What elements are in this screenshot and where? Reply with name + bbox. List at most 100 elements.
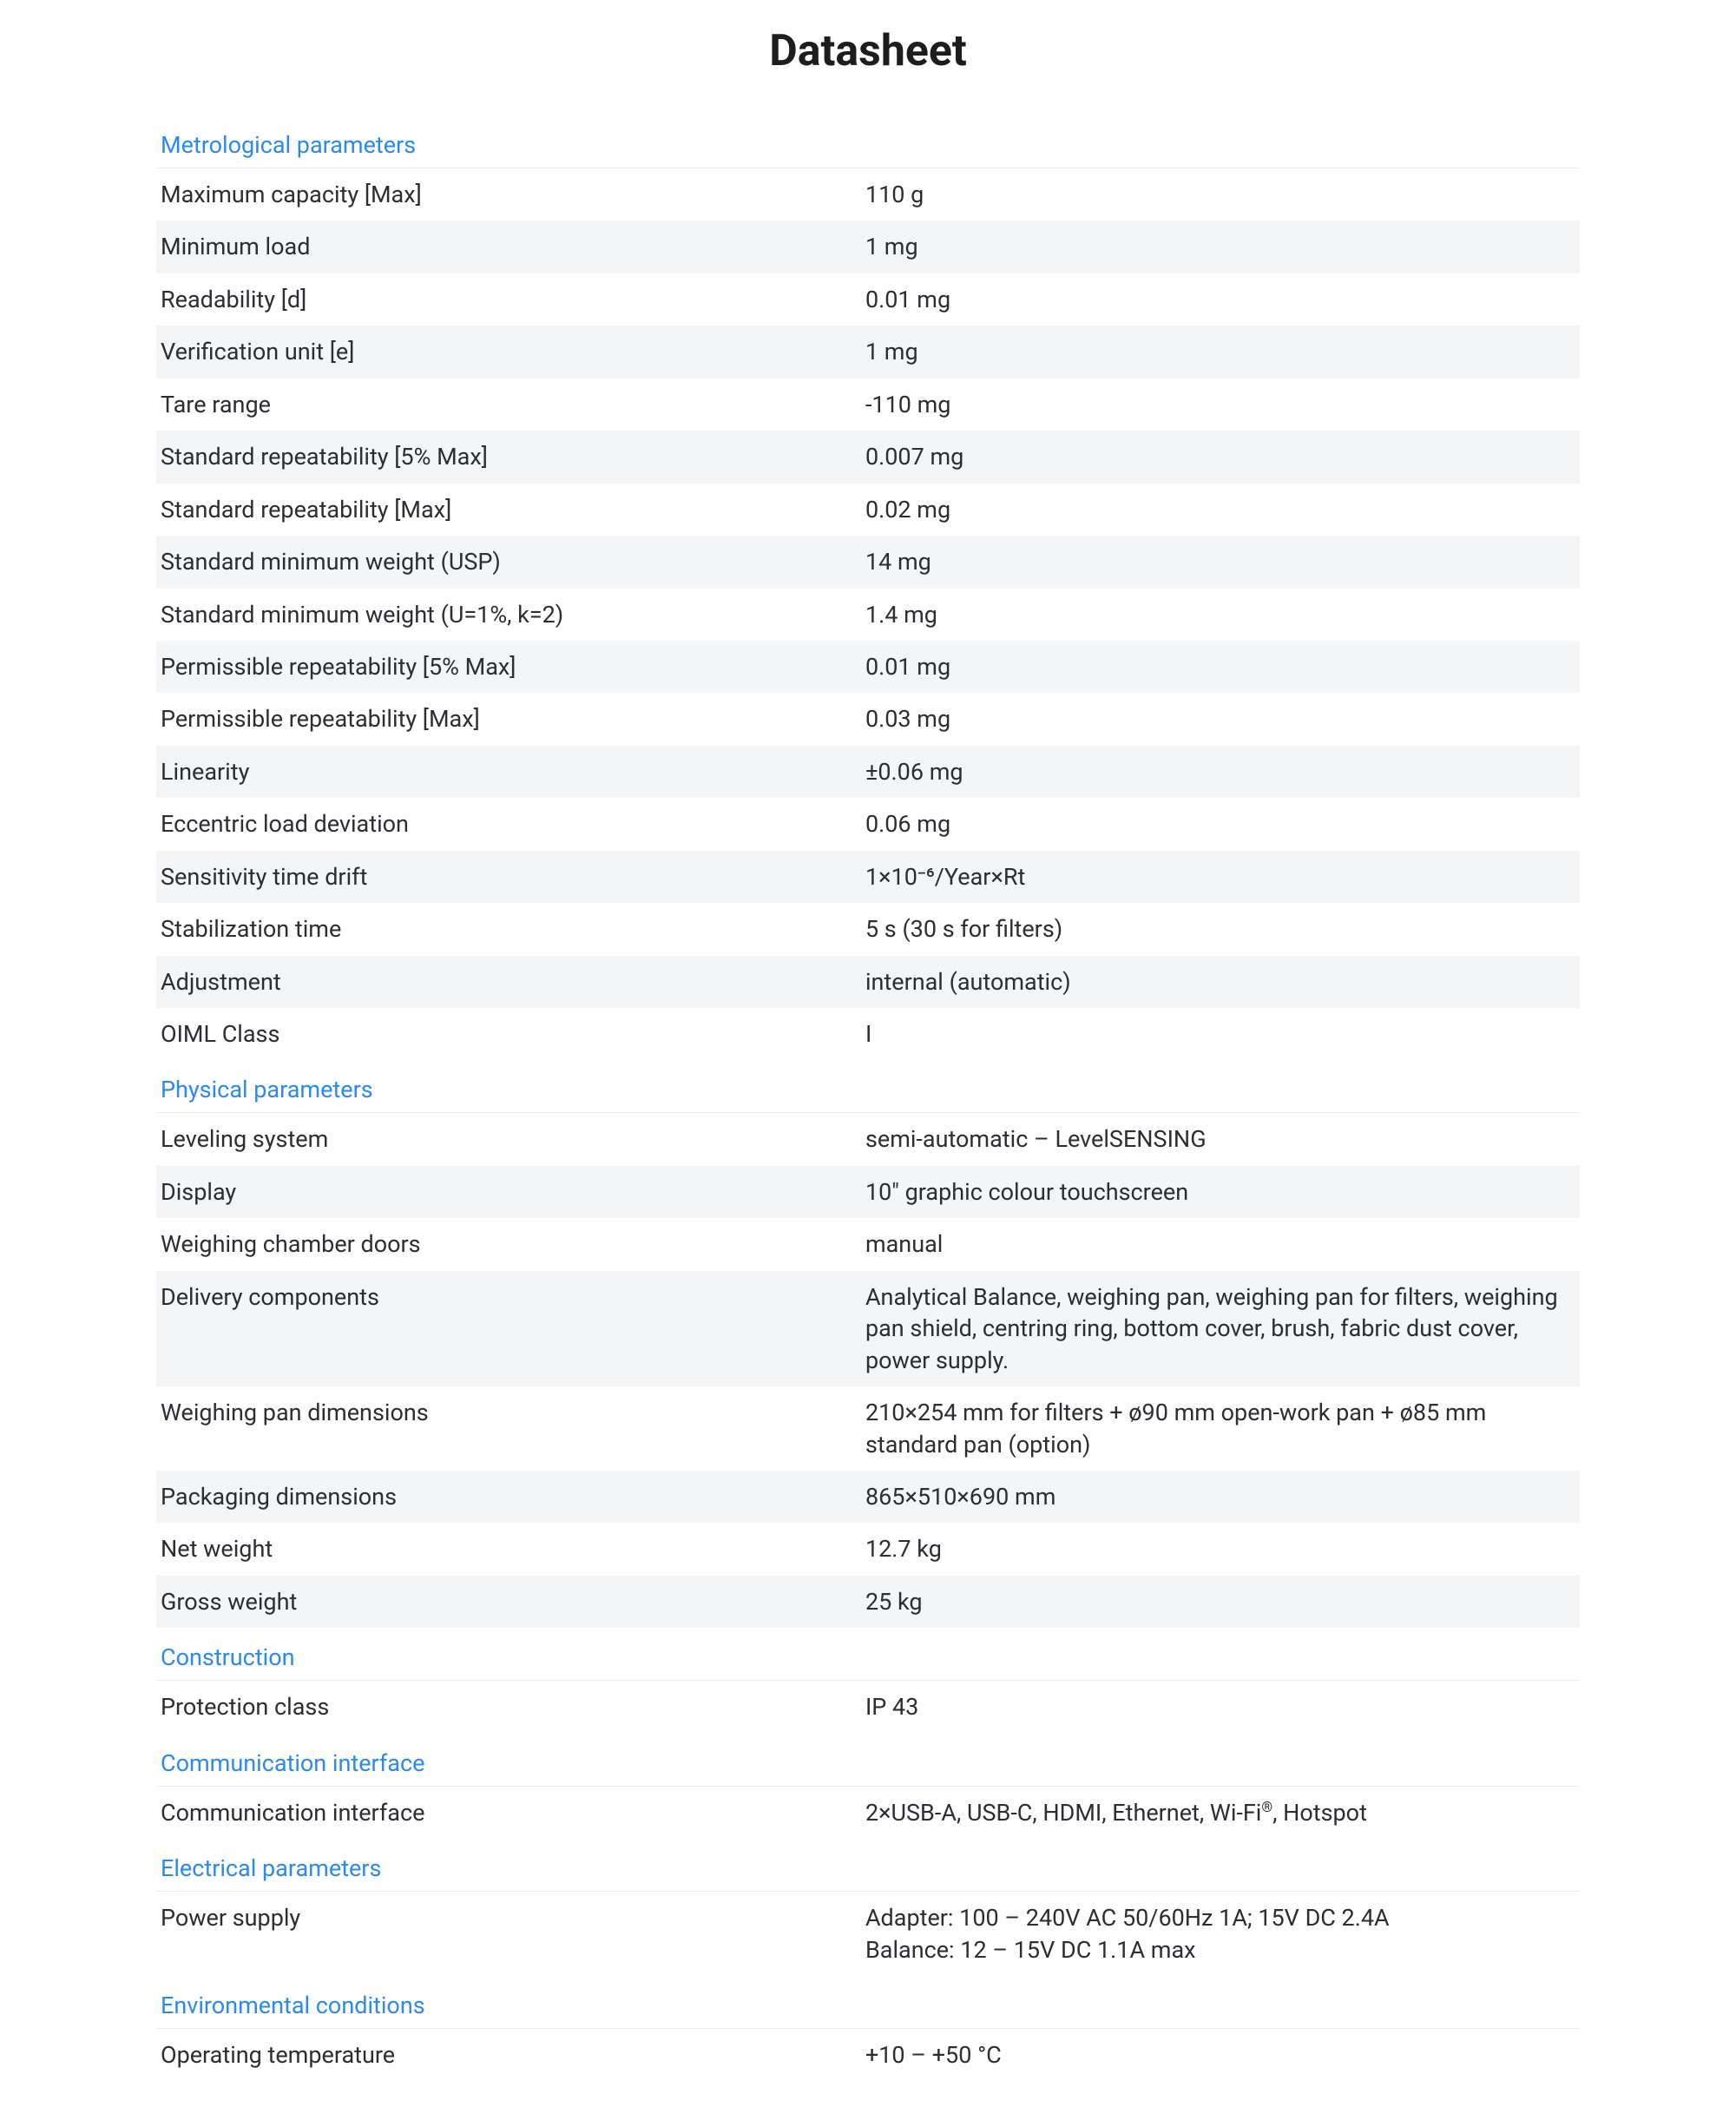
table-row: Weighing pan dimensions210×254 mm for fi…	[156, 1386, 1580, 1471]
spec-value: 0.06 mg	[861, 798, 1580, 850]
spec-table: Maximum capacity [Max]110 gMinimum load1…	[156, 168, 1580, 1060]
spec-label: Permissible repeatability [5% Max]	[156, 641, 861, 693]
spec-value: 210×254 mm for filters + ø90 mm open-wor…	[861, 1386, 1580, 1471]
table-row: Net weight12.7 kg	[156, 1523, 1580, 1575]
spec-label: Permissible repeatability [Max]	[156, 693, 861, 745]
spec-label: Communication interface	[156, 1787, 861, 1839]
table-row: Protection classIP 43	[156, 1681, 1580, 1733]
spec-value: 865×510×690 mm	[861, 1471, 1580, 1523]
table-row: Standard minimum weight (USP)14 mg	[156, 536, 1580, 588]
table-row: Communication interface2×USB-A, USB-C, H…	[156, 1787, 1580, 1839]
spec-label: Weighing pan dimensions	[156, 1386, 861, 1471]
table-row: Operating temperature+10 – +50 °C	[156, 2029, 1580, 2081]
spec-label: Readability [d]	[156, 273, 861, 326]
spec-sections: Metrological parametersMaximum capacity …	[156, 115, 1580, 2081]
table-row: Permissible repeatability [Max]0.03 mg	[156, 693, 1580, 745]
spec-value: I	[861, 1008, 1580, 1060]
spec-label: Maximum capacity [Max]	[156, 168, 861, 221]
spec-value: 1 mg	[861, 221, 1580, 273]
spec-label: Protection class	[156, 1681, 861, 1733]
spec-value: 0.01 mg	[861, 641, 1580, 693]
spec-label: Adjustment	[156, 956, 861, 1008]
spec-label: Tare range	[156, 379, 861, 431]
spec-value: Adapter: 100 – 240V AC 50/60Hz 1A; 15V D…	[861, 1892, 1580, 1976]
table-row: Weighing chamber doorsmanual	[156, 1218, 1580, 1270]
spec-label: Standard repeatability [5% Max]	[156, 431, 861, 483]
section-header: Metrological parameters	[156, 115, 1580, 168]
table-row: Eccentric load deviation0.06 mg	[156, 798, 1580, 850]
table-row: Gross weight25 kg	[156, 1576, 1580, 1628]
table-row: Packaging dimensions865×510×690 mm	[156, 1471, 1580, 1523]
spec-label: Net weight	[156, 1523, 861, 1575]
spec-value: semi-automatic – LevelSENSING	[861, 1113, 1580, 1165]
table-row: Maximum capacity [Max]110 g	[156, 168, 1580, 221]
spec-value: 0.007 mg	[861, 431, 1580, 483]
spec-label: Standard minimum weight (USP)	[156, 536, 861, 588]
table-row: Standard minimum weight (U=1%, k=2)1.4 m…	[156, 589, 1580, 641]
table-row: Adjustmentinternal (automatic)	[156, 956, 1580, 1008]
table-row: Leveling systemsemi-automatic – LevelSEN…	[156, 1113, 1580, 1165]
table-row: Sensitivity time drift1×10⁻⁶/Year×Rt	[156, 851, 1580, 903]
spec-value: 2×USB-A, USB-C, HDMI, Ethernet, Wi-Fi®, …	[861, 1787, 1580, 1839]
table-row: Stabilization time5 s (30 s for filters)	[156, 903, 1580, 955]
spec-label: Linearity	[156, 746, 861, 798]
spec-value: 0.03 mg	[861, 693, 1580, 745]
spec-value: ±0.06 mg	[861, 746, 1580, 798]
table-row: Display10" graphic colour touchscreen	[156, 1166, 1580, 1218]
spec-value: manual	[861, 1218, 1580, 1270]
spec-value: 25 kg	[861, 1576, 1580, 1628]
spec-value: 5 s (30 s for filters)	[861, 903, 1580, 955]
table-row: Readability [d]0.01 mg	[156, 273, 1580, 326]
spec-value: 1.4 mg	[861, 589, 1580, 641]
spec-label: Minimum load	[156, 221, 861, 273]
table-row: OIML ClassI	[156, 1008, 1580, 1060]
spec-table: Operating temperature+10 – +50 °C	[156, 2029, 1580, 2081]
spec-value: 12.7 kg	[861, 1523, 1580, 1575]
spec-label: Sensitivity time drift	[156, 851, 861, 903]
spec-table: Power supplyAdapter: 100 – 240V AC 50/60…	[156, 1892, 1580, 1976]
spec-label: Verification unit [e]	[156, 326, 861, 378]
spec-label: Power supply	[156, 1892, 861, 1976]
spec-label: Delivery components	[156, 1271, 861, 1386]
table-row: Linearity±0.06 mg	[156, 746, 1580, 798]
spec-value: 1 mg	[861, 326, 1580, 378]
table-row: Verification unit [e]1 mg	[156, 326, 1580, 378]
spec-table: Leveling systemsemi-automatic – LevelSEN…	[156, 1113, 1580, 1628]
table-row: Standard repeatability [Max]0.02 mg	[156, 484, 1580, 536]
section-header: Electrical parameters	[156, 1839, 1580, 1892]
spec-label: Operating temperature	[156, 2029, 861, 2081]
spec-value: Analytical Balance, weighing pan, weighi…	[861, 1271, 1580, 1386]
table-row: Power supplyAdapter: 100 – 240V AC 50/60…	[156, 1892, 1580, 1976]
section-header: Communication interface	[156, 1734, 1580, 1787]
spec-value: -110 mg	[861, 379, 1580, 431]
spec-label: Leveling system	[156, 1113, 861, 1165]
table-row: Delivery componentsAnalytical Balance, w…	[156, 1271, 1580, 1386]
page-title: Datasheet	[156, 26, 1580, 76]
spec-value: 0.02 mg	[861, 484, 1580, 536]
section-header: Physical parameters	[156, 1060, 1580, 1113]
spec-value: 1×10⁻⁶/Year×Rt	[861, 851, 1580, 903]
spec-label: Stabilization time	[156, 903, 861, 955]
spec-table: Communication interface2×USB-A, USB-C, H…	[156, 1787, 1580, 1839]
table-row: Tare range-110 mg	[156, 379, 1580, 431]
spec-label: Display	[156, 1166, 861, 1218]
table-row: Standard repeatability [5% Max]0.007 mg	[156, 431, 1580, 483]
spec-label: Eccentric load deviation	[156, 798, 861, 850]
spec-label: OIML Class	[156, 1008, 861, 1060]
spec-label: Standard repeatability [Max]	[156, 484, 861, 536]
spec-label: Gross weight	[156, 1576, 861, 1628]
table-row: Permissible repeatability [5% Max]0.01 m…	[156, 641, 1580, 693]
spec-label: Weighing chamber doors	[156, 1218, 861, 1270]
spec-value: IP 43	[861, 1681, 1580, 1733]
section-header: Environmental conditions	[156, 1976, 1580, 2029]
spec-value: internal (automatic)	[861, 956, 1580, 1008]
spec-label: Standard minimum weight (U=1%, k=2)	[156, 589, 861, 641]
table-row: Minimum load1 mg	[156, 221, 1580, 273]
spec-value: 14 mg	[861, 536, 1580, 588]
spec-value: +10 – +50 °C	[861, 2029, 1580, 2081]
section-header: Construction	[156, 1628, 1580, 1681]
spec-label: Packaging dimensions	[156, 1471, 861, 1523]
spec-value: 10" graphic colour touchscreen	[861, 1166, 1580, 1218]
spec-value: 110 g	[861, 168, 1580, 221]
spec-value: 0.01 mg	[861, 273, 1580, 326]
